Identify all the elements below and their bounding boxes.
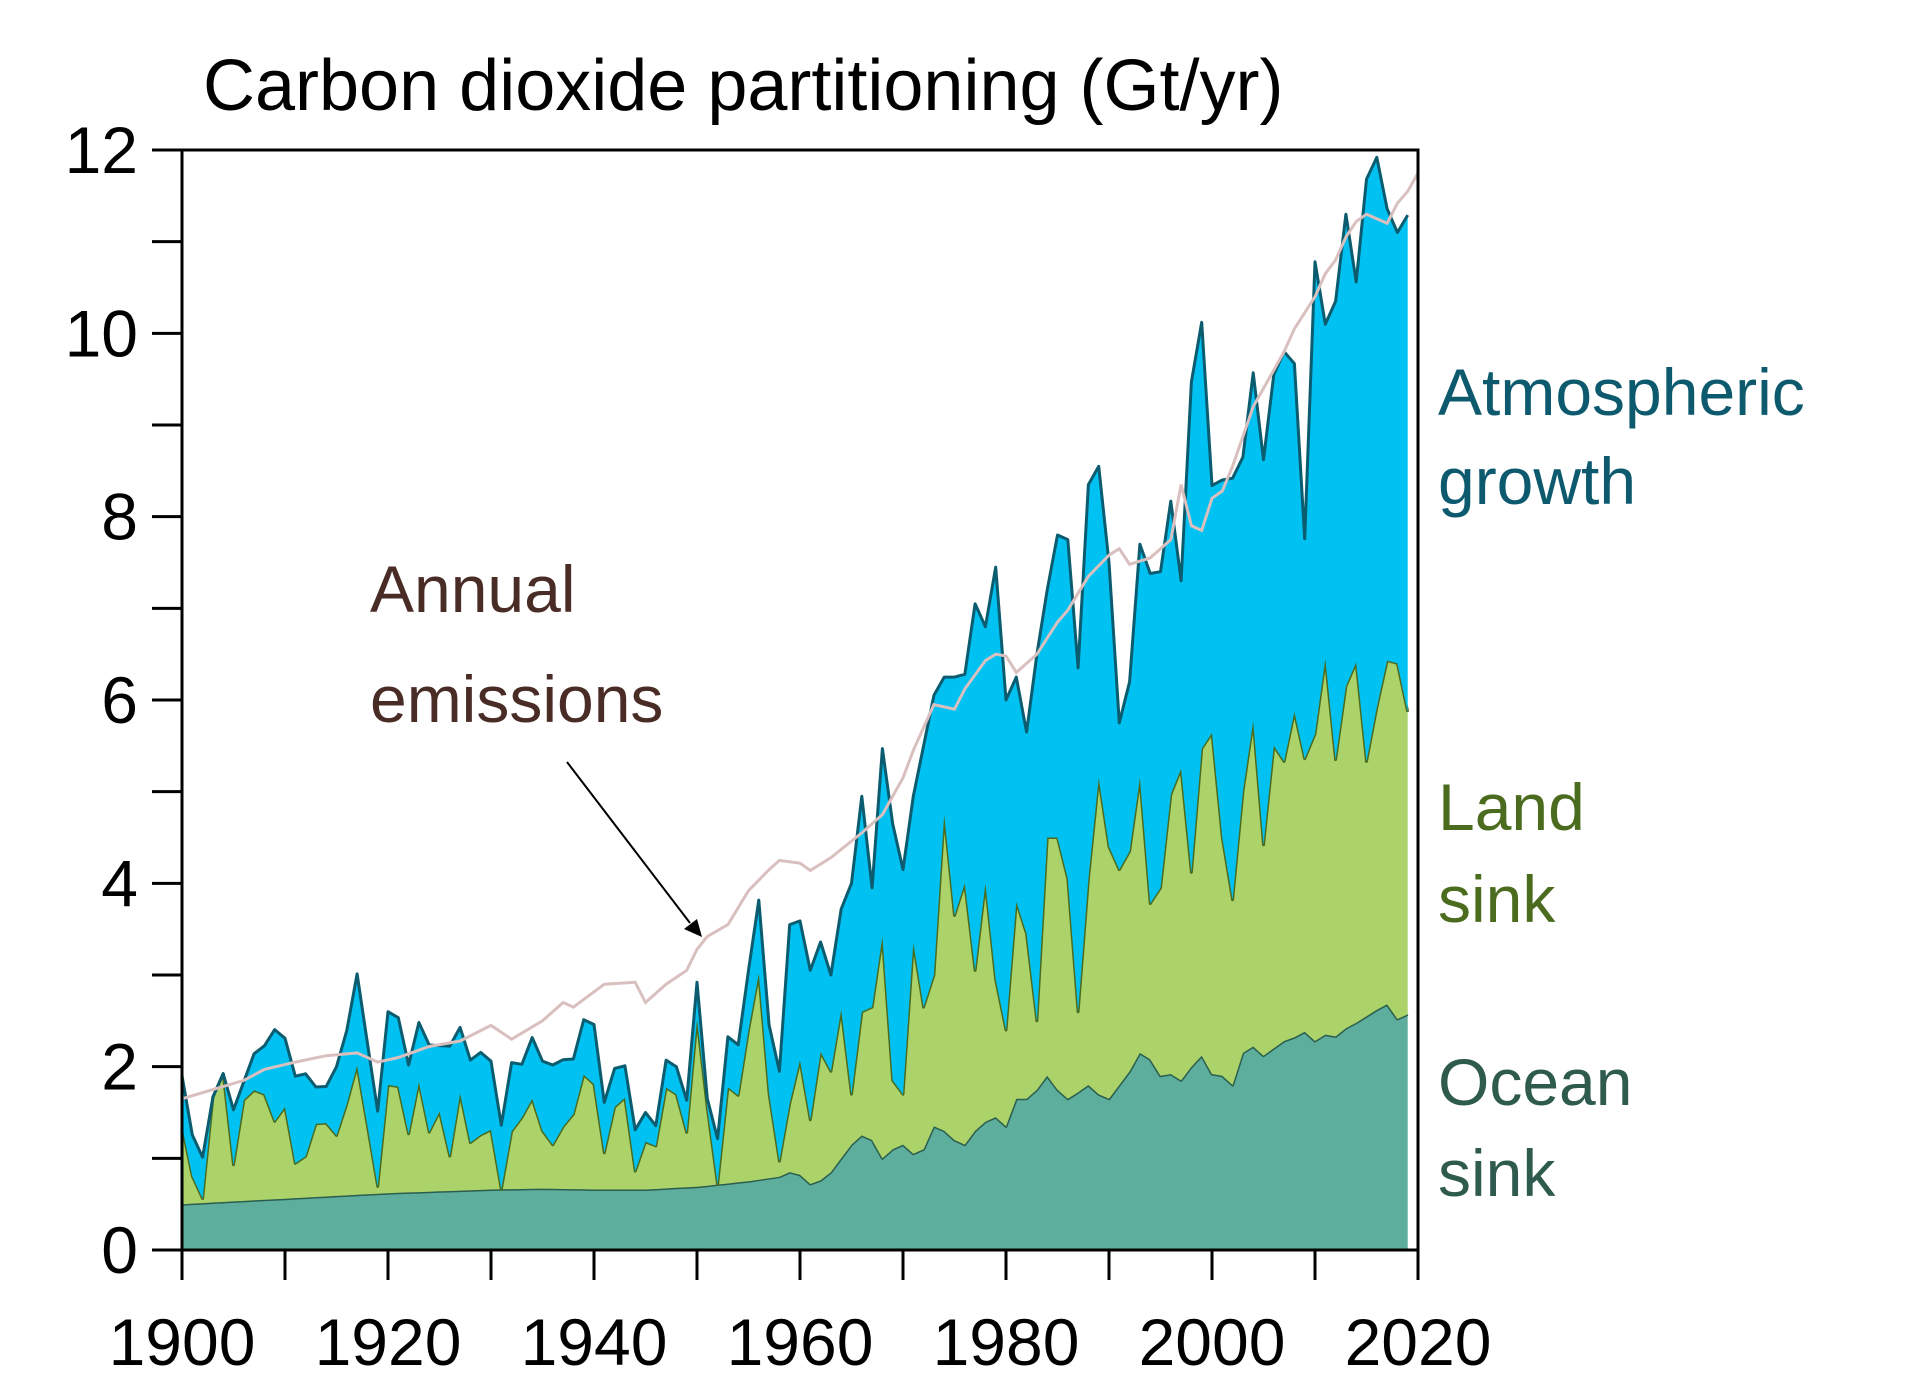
y-tick-label: 6 <box>101 663 138 737</box>
series-labels: Atmospheric growth Land sink Ocean sink <box>1438 355 1805 1210</box>
emissions-annotation: Annual emissions <box>370 552 702 937</box>
emissions-label-line-2: emissions <box>370 662 663 736</box>
ocean-sink-label-line-2: sink <box>1438 1136 1556 1210</box>
atmospheric-growth-area <box>182 157 1408 1199</box>
x-tick-label: 2000 <box>1139 1305 1286 1379</box>
land-sink-label-line-2: sink <box>1438 862 1556 936</box>
annotation-arrow-head <box>684 919 702 937</box>
y-tick-label: 0 <box>101 1213 138 1287</box>
ocean-sink-area <box>182 1004 1408 1250</box>
annotation-arrow-line <box>566 761 691 924</box>
y-tick-label: 4 <box>101 846 138 920</box>
ocean-sink-label-line-1: Ocean <box>1438 1045 1632 1119</box>
y-tick-label: 10 <box>65 296 138 370</box>
y-tick-label: 2 <box>101 1030 138 1104</box>
x-tick-label: 1940 <box>521 1305 668 1379</box>
y-tick-label: 8 <box>101 480 138 554</box>
emissions-label-line-1: Annual <box>370 552 576 626</box>
atmospheric-growth-top-line <box>180 155 1409 1159</box>
x-tick-label: 1920 <box>315 1305 462 1379</box>
y-tick-label: 12 <box>65 113 138 187</box>
x-tick-label: 2020 <box>1345 1305 1492 1379</box>
annual-emissions-line <box>181 172 1420 1101</box>
x-axis: 1900 1920 1940 1960 1980 2000 2020 <box>109 1250 1492 1379</box>
chart-title: Carbon dioxide partitioning (Gt/yr) <box>203 46 1284 126</box>
x-tick-label: 1980 <box>933 1305 1080 1379</box>
atmospheric-growth-label-line-1: Atmospheric <box>1438 355 1805 429</box>
plot-area <box>180 148 1420 1252</box>
x-tick-label: 1960 <box>727 1305 874 1379</box>
land-sink-label-line-1: Land <box>1438 770 1585 844</box>
stacked-areas <box>180 155 1410 1250</box>
atmospheric-growth-label-line-2: growth <box>1438 444 1636 518</box>
x-tick-label: 1900 <box>109 1305 256 1379</box>
y-axis: 0 2 4 6 8 10 12 <box>65 113 182 1287</box>
